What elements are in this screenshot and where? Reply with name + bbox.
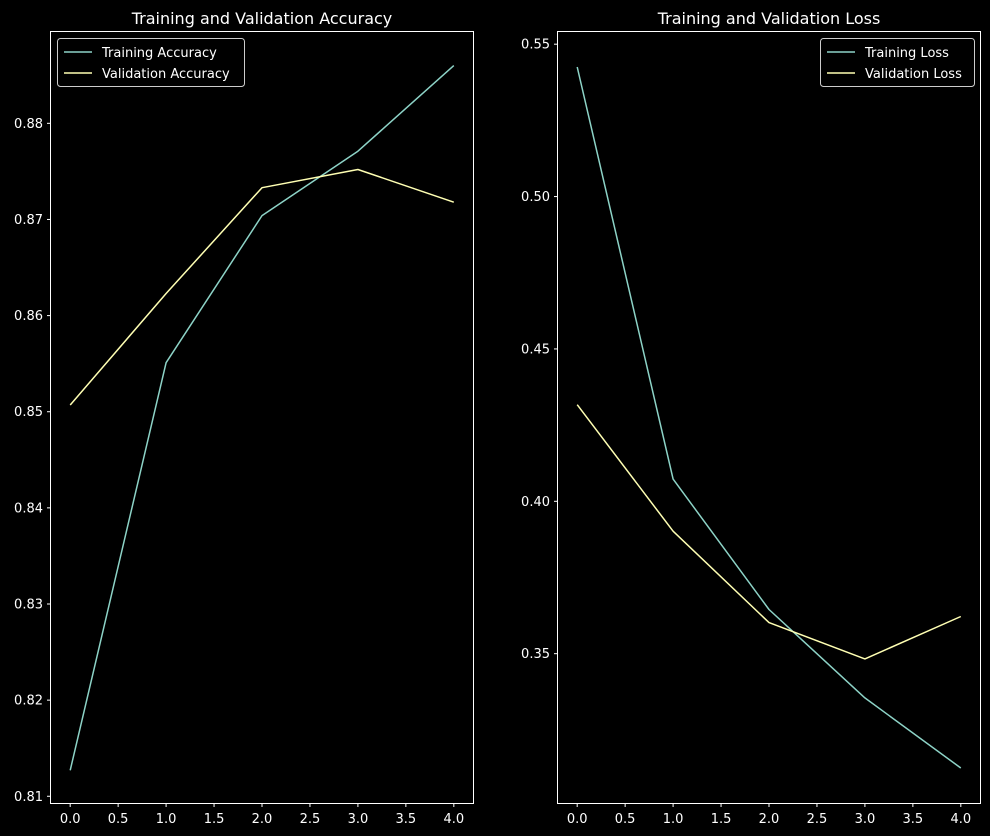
accuracy-xtick-label: 1.5 (204, 812, 225, 827)
loss-ytick-label: 0.40 (521, 495, 550, 510)
accuracy-xtick-label: 0.0 (60, 812, 81, 827)
loss-legend-box (820, 38, 975, 87)
loss-xtick-label: 0.5 (615, 812, 636, 827)
loss-xtick-label: 1.0 (663, 812, 684, 827)
accuracy-ytick-label: 0.86 (14, 309, 43, 324)
accuracy-xtick-label: 2.5 (300, 812, 321, 827)
loss-series-line-validation (576, 404, 962, 660)
accuracy-tick-group: 0.0 0.5 1.0 1.5 2.0 2.5 3.0 3.5 4.0 0.81 0.82 0.83 0… (14, 117, 464, 827)
accuracy-ytick-label: 0.85 (14, 405, 43, 420)
loss-chart-title: Training and Validation Loss (657, 9, 881, 28)
loss-xtick-label: 4.0 (950, 812, 971, 827)
loss-xtick-label: 1.5 (711, 812, 732, 827)
loss-series-line-training (576, 66, 962, 769)
loss-ytick-label: 0.45 (521, 342, 550, 357)
accuracy-legend-box (57, 38, 245, 87)
accuracy-legend-label: Validation Accuracy (102, 67, 230, 82)
loss-xtick-label: 3.5 (903, 812, 924, 827)
loss-xtick-label: 2.0 (759, 812, 780, 827)
accuracy-ytick-label: 0.88 (14, 117, 43, 132)
accuracy-series-line-training (69, 65, 455, 771)
accuracy-ytick-label: 0.83 (14, 598, 43, 613)
accuracy-xtick-label: 0.5 (108, 812, 129, 827)
loss-ytick-label: 0.55 (521, 38, 550, 53)
accuracy-xtick-label: 4.0 (443, 812, 464, 827)
loss-xtick-label: 3.0 (855, 812, 876, 827)
loss-legend-label: Training Loss (864, 46, 949, 61)
accuracy-series-line-validation (69, 168, 455, 406)
loss-ytick-label: 0.50 (521, 190, 550, 205)
loss-tick-group: 0.0 0.5 1.0 1.5 2.0 2.5 3.0 3.5 4.0 0.35 0.40 0.45 0… (521, 38, 971, 827)
loss-legend-label: Validation Loss (865, 67, 962, 82)
loss-series-group (576, 66, 962, 769)
accuracy-chart: Training and Validation Accuracy 0.0 0.5 1… (14, 9, 474, 827)
accuracy-xtick-label: 3.5 (396, 812, 417, 827)
accuracy-xtick-label: 2.0 (252, 812, 273, 827)
accuracy-ytick-label: 0.84 (14, 501, 43, 516)
loss-ytick-label: 0.35 (521, 647, 550, 662)
accuracy-xtick-label: 1.0 (156, 812, 177, 827)
accuracy-xtick-label: 3.0 (348, 812, 369, 827)
accuracy-ytick-label: 0.81 (14, 790, 43, 805)
loss-xtick-label: 0.0 (567, 812, 588, 827)
accuracy-ytick-label: 0.82 (14, 694, 43, 709)
accuracy-legend-label: Training Accuracy (101, 46, 217, 61)
loss-legend: Training Loss Validation Loss (820, 38, 975, 87)
accuracy-ytick-label: 0.87 (14, 213, 43, 228)
accuracy-legend: Training Accuracy Validation Accuracy (57, 38, 245, 87)
accuracy-series-group (69, 65, 455, 771)
loss-xtick-label: 2.5 (807, 812, 828, 827)
accuracy-chart-title: Training and Validation Accuracy (131, 9, 393, 28)
loss-chart: Training and Validation Loss 0.0 0.5 1.0 1.… (521, 9, 981, 827)
